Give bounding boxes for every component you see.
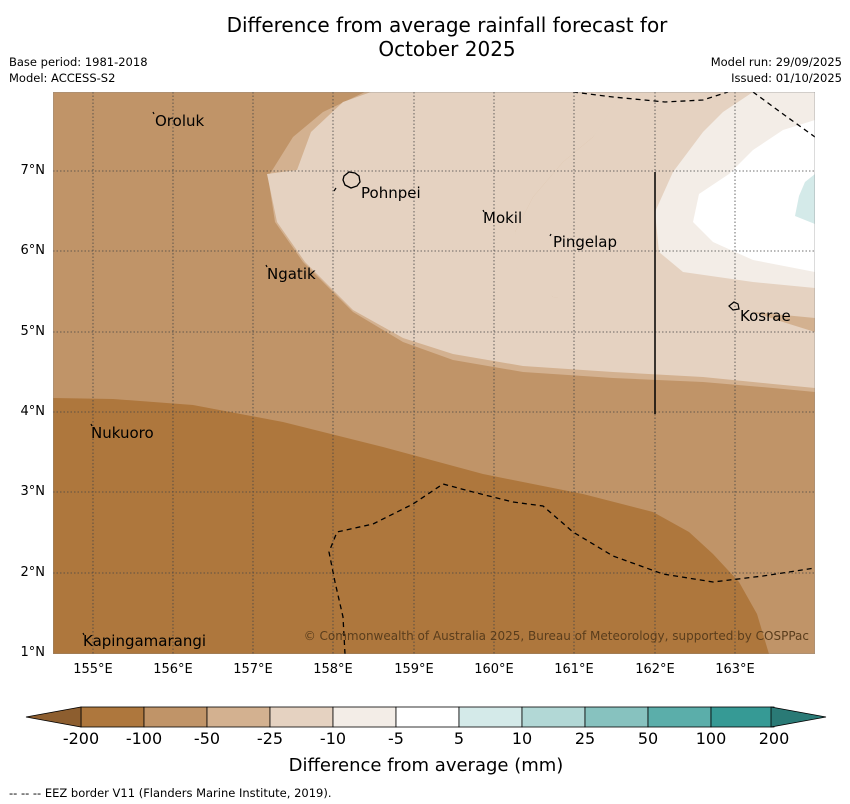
colorbar-tick-label: 25 — [574, 729, 596, 748]
lat-label-6n: 6°N — [20, 243, 46, 258]
eez-border — [328, 92, 815, 654]
colorbar-swatch — [647, 706, 712, 728]
colorbar-swatch — [521, 706, 586, 728]
colorbar-swatch — [332, 706, 397, 728]
colorbar-tick-label: -50 — [193, 729, 221, 748]
eez-footnote: -- -- -- EEZ border V11 (Flanders Marine… — [9, 786, 332, 800]
colorbar-swatch — [584, 706, 649, 728]
colorbar-swatch — [143, 706, 208, 728]
copyright-notice: © Commonwealth of Australia 2025, Bureau… — [304, 629, 809, 643]
anomaly-band-minus25 — [267, 92, 815, 388]
place-ngatik: Ngatik — [267, 265, 316, 283]
model-label: Model: ACCESS-S2 — [9, 71, 116, 85]
lat-label-1n: 1°N — [20, 645, 46, 660]
lon-label-162e: 162°E — [635, 662, 675, 677]
colorbar-tick-label: 10 — [511, 729, 533, 748]
lat-label-2n: 2°N — [20, 565, 46, 580]
colorbar-swatch — [269, 706, 334, 728]
map-title-line2: October 2025 — [378, 37, 516, 61]
rainfall-map: Oroluk Pohnpei Mokil Pingelap Ngatik Kos… — [53, 92, 815, 654]
place-nukuoro: Nukuoro — [91, 424, 154, 442]
lon-label-156e: 156°E — [153, 662, 193, 677]
place-oroluk: Oroluk — [155, 112, 204, 130]
colorbar-tick-label: -10 — [319, 729, 347, 748]
colorbar-tick-label: -200 — [62, 729, 100, 748]
colorbar-tick-label: -100 — [125, 729, 163, 748]
colorbar-tick-label: 50 — [637, 729, 659, 748]
place-pohnpei: Pohnpei — [361, 184, 421, 202]
pohnpei-reef — [333, 187, 337, 192]
place-pingelap: Pingelap — [553, 233, 617, 251]
colorbar-swatch — [80, 706, 145, 728]
anomaly-band-neutral — [693, 120, 815, 272]
issued-label: Issued: 01/10/2025 — [731, 71, 842, 85]
colorbar-under-arrow — [25, 706, 82, 728]
colorbar-tick-label: 100 — [695, 729, 727, 748]
model-run-label: Model run: 29/09/2025 — [710, 55, 842, 69]
lon-label-161e: 161°E — [554, 662, 594, 677]
colorbar-tick-label: -25 — [256, 729, 284, 748]
lat-label-5n: 5°N — [20, 324, 46, 339]
place-mokil: Mokil — [483, 209, 522, 227]
base-period-label: Base period: 1981-2018 — [9, 55, 148, 69]
colorbar — [25, 706, 827, 728]
lon-label-159e: 159°E — [394, 662, 434, 677]
colorbar-swatch — [710, 706, 775, 728]
kosrae-island — [728, 301, 740, 311]
pohnpei-island — [342, 171, 361, 189]
lat-label-4n: 4°N — [20, 404, 46, 419]
atoll-marks — [82, 111, 552, 636]
lat-label-7n: 7°N — [20, 163, 46, 178]
place-kapingamarangi: Kapingamarangi — [83, 632, 206, 650]
lon-label-157e: 157°E — [233, 662, 273, 677]
lon-label-155e: 155°E — [73, 662, 113, 677]
lat-label-3n: 3°N — [20, 484, 46, 499]
colorbar-title: Difference from average (mm) — [288, 755, 564, 776]
anomaly-band-plus5 — [795, 174, 815, 224]
place-kosrae: Kosrae — [740, 307, 791, 325]
colorbar-swatch — [206, 706, 271, 728]
colorbar-tick-label: -5 — [388, 729, 404, 748]
lon-label-160e: 160°E — [474, 662, 514, 677]
colorbar-swatch — [458, 706, 523, 728]
anomaly-band-minus200 — [53, 398, 769, 654]
colorbar-swatch — [395, 706, 460, 728]
lon-label-163e: 163°E — [715, 662, 755, 677]
colorbar-over-arrow — [770, 706, 827, 728]
colorbar-swatches — [80, 706, 775, 728]
map-title-line1: Difference from average rainfall forecas… — [226, 13, 668, 37]
lon-label-158e: 158°E — [313, 662, 353, 677]
colorbar-tick-label: 200 — [758, 729, 790, 748]
colorbar-tick-label: 5 — [453, 729, 465, 748]
